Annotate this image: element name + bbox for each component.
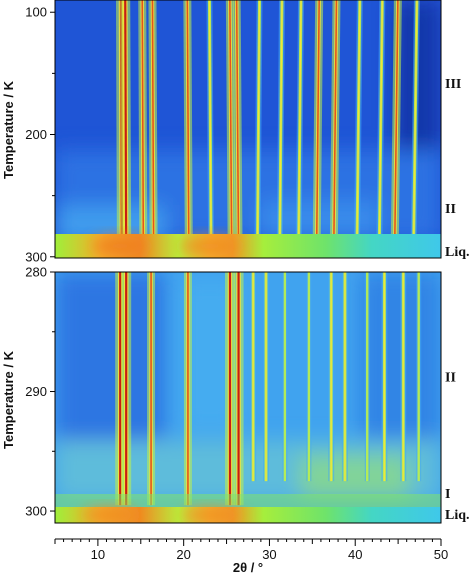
top-phase-label: III <box>445 77 461 92</box>
top-phase-label: Liq. <box>445 245 470 260</box>
bottom-phase-label: Liq. <box>445 508 470 523</box>
bottom-transition-band <box>55 494 441 508</box>
top-bragg-peak <box>120 0 132 250</box>
top-bragg-peak <box>353 0 363 250</box>
top-bragg-peak <box>225 0 236 250</box>
top-bragg-peak <box>183 0 193 250</box>
top-bragg-peak <box>232 0 243 250</box>
x-axis: 10 20 30 40 50 <box>54 538 448 562</box>
top-bragg-peak <box>376 0 386 250</box>
x-tick-label: 30 <box>262 547 276 562</box>
x-tick-label: 50 <box>434 547 448 562</box>
bottom-y-tick-label: 280 <box>25 265 47 280</box>
x-axis-label: 2θ / ° <box>233 560 263 575</box>
top-liquid-glow <box>92 236 240 256</box>
top-y-axis: 100 200 300 <box>25 5 55 264</box>
top-bragg-peak <box>276 0 285 250</box>
top-y-tick-label: 200 <box>25 127 47 142</box>
x-tick-label: 10 <box>91 547 105 562</box>
top-bragg-peak <box>295 0 305 250</box>
top-y-axis-label: Temperature / K <box>1 80 16 179</box>
top-bragg-peak <box>410 0 420 250</box>
bottom-y-tick-label: 300 <box>25 504 47 519</box>
top-bragg-peak <box>254 0 263 250</box>
bottom-y-axis-label: Temperature / K <box>1 350 16 449</box>
bottom-phase-label: II <box>445 371 456 386</box>
top-y-tick-label: 300 <box>25 249 47 264</box>
top-phase-label: II <box>445 202 456 217</box>
x-tick-label: 40 <box>348 547 362 562</box>
bottom-phase-label: I <box>445 487 450 502</box>
bottom-liquid-glow <box>82 507 242 523</box>
bottom-liquid-band <box>55 507 441 523</box>
top-bragg-peak <box>390 0 402 250</box>
top-bragg-peak <box>206 0 215 250</box>
top-bragg-peak <box>312 0 324 250</box>
top-peak-layer <box>115 0 420 250</box>
top-bragg-peak <box>329 0 341 250</box>
bottom-plot-frame <box>54 271 442 524</box>
top-bragg-peak <box>138 0 148 250</box>
top-bragg-peak <box>148 0 158 250</box>
bottom-y-axis: 280 290 300 <box>25 265 55 519</box>
x-tick-label: 20 <box>176 547 190 562</box>
bottom-y-tick-label: 290 <box>25 384 47 399</box>
top-plot-frame <box>54 0 442 259</box>
bottom-peak-layer <box>115 272 422 506</box>
top-y-tick-label: 100 <box>25 5 47 20</box>
